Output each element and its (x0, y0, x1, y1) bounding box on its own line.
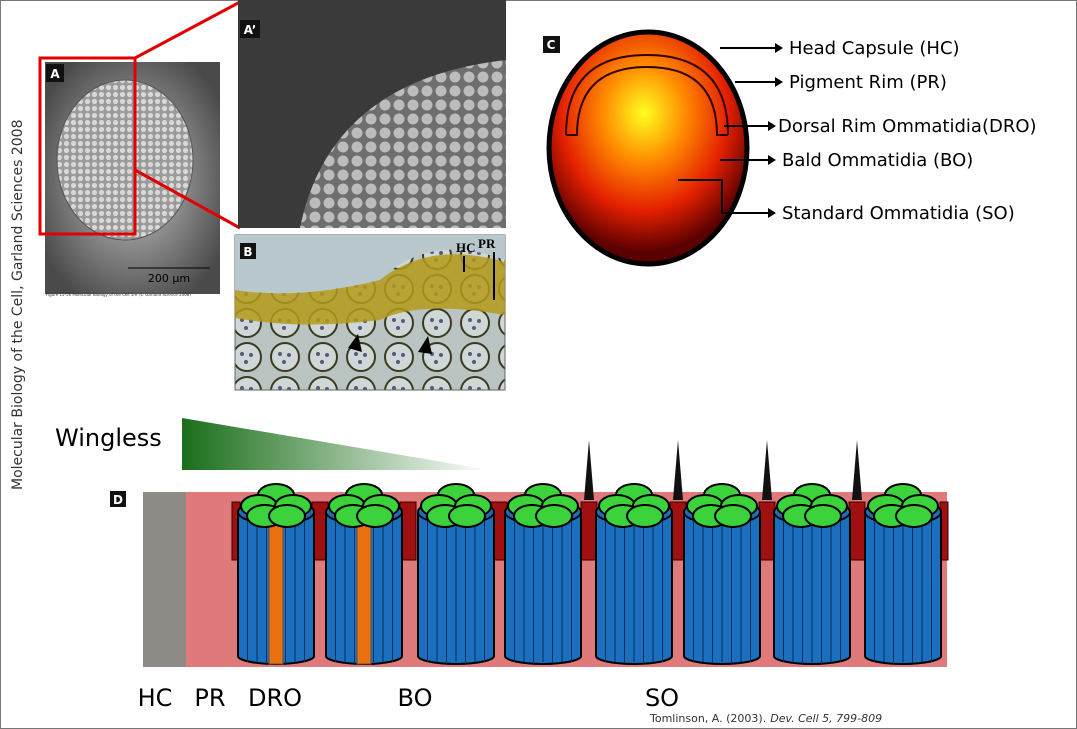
cone-cell (805, 505, 841, 527)
panel-a-label: A (50, 67, 60, 81)
gradient-label: Wingless (55, 424, 162, 452)
citation-journal: Dev. Cell 5, 799-809 (770, 712, 882, 725)
panel-a-prime-label: A’ (244, 23, 257, 37)
figure: Molecular Biology of the Cell, Garland S… (0, 0, 1077, 729)
rim-cell (759, 502, 775, 560)
figure-caption: Figure 15-56 Molecular Biology of the Ce… (46, 292, 191, 297)
region-label: DRO (248, 684, 302, 712)
eye-facets (57, 80, 193, 240)
callout-label: Standard Ommatidia (SO) (782, 203, 1015, 224)
cone-cell (357, 505, 393, 527)
panel-d-label: D (113, 493, 123, 507)
side-credit: Molecular Biology of the Cell, Garland S… (10, 120, 26, 490)
marker: PR (478, 236, 496, 251)
citation: Tomlinson, A. (2003). Dev. Cell 5, 799-80… (649, 712, 882, 725)
panel-c-label: C (547, 38, 556, 52)
cone-cell (715, 505, 751, 527)
region-label: BO (398, 684, 433, 712)
callout-label: Head Capsule (HC) (789, 38, 960, 59)
rim-cell (581, 502, 597, 560)
region-label: PR (194, 684, 225, 712)
dro-stripe (357, 518, 371, 664)
region-label: HC (138, 684, 173, 712)
callout-label: Bald Ommatidia (BO) (782, 150, 973, 171)
cone-cell (269, 505, 305, 527)
cone-cell (449, 505, 485, 527)
citation-authors: Tomlinson, A. (2003). (649, 712, 766, 725)
region-label: SO (645, 684, 679, 712)
dro-stripe (269, 518, 283, 664)
head-capsule-block (143, 492, 186, 667)
rim-cell (849, 502, 865, 560)
cone-cell (536, 505, 572, 527)
cone-cell (627, 505, 663, 527)
callout-label: Pigment Rim (PR) (789, 72, 947, 93)
panel-b-label: B (243, 245, 252, 259)
callout-label: Dorsal Rim Ommatidia(DRO) (778, 116, 1037, 137)
marker: HC (456, 240, 476, 255)
cone-cell (896, 505, 932, 527)
scale-bar-label: 200 µm (148, 272, 190, 285)
